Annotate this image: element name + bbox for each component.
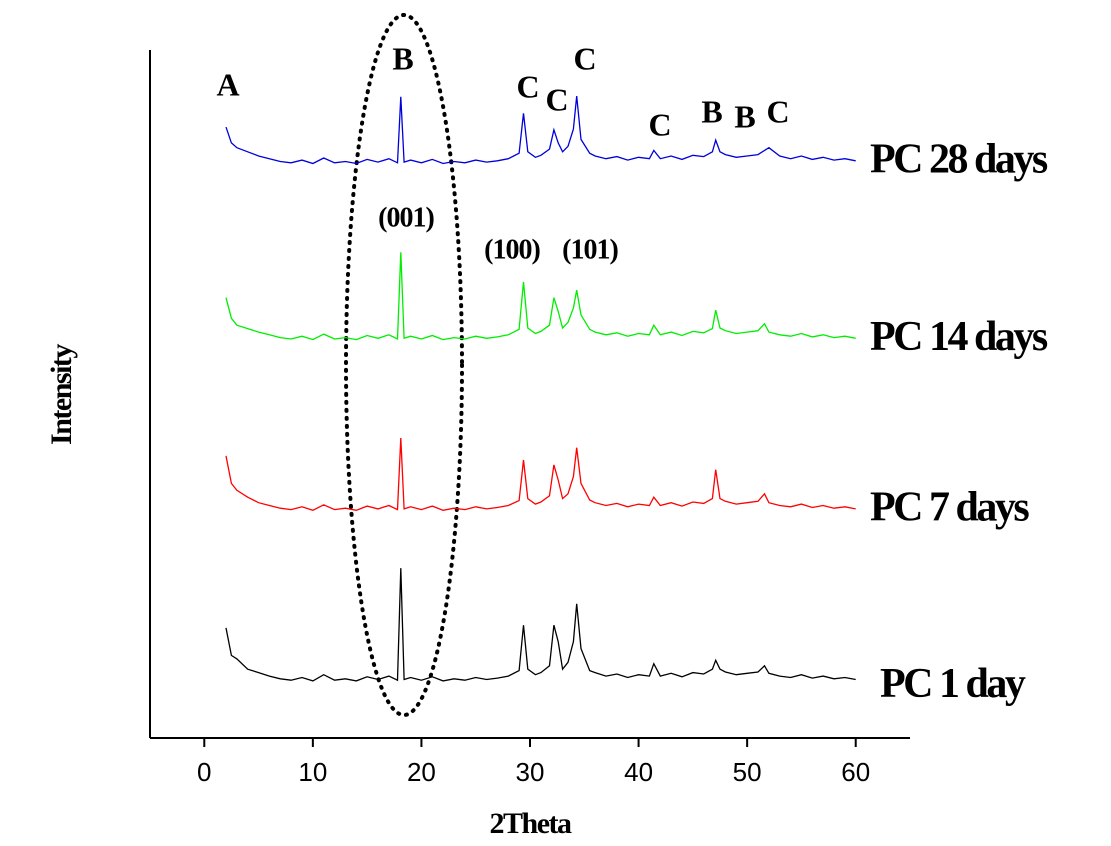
annotation: C: [766, 93, 789, 129]
series-label: PC 28 days: [870, 136, 1048, 182]
x-tick-label: 0: [197, 757, 211, 787]
series-line: [225, 252, 856, 341]
annotation: C: [573, 40, 596, 76]
annotation: B: [701, 93, 722, 129]
annotation: B: [734, 98, 755, 134]
annotation: C: [516, 68, 539, 104]
series-label: PC 7 days: [870, 485, 1029, 531]
series-label: PC 14 days: [870, 314, 1048, 360]
annotation: (100): [484, 234, 540, 265]
series-label: PC 1 day: [880, 661, 1026, 707]
annotation: B: [392, 40, 413, 76]
annotation: A: [216, 66, 239, 102]
x-tick-label: 30: [516, 757, 545, 787]
x-tick-label: 40: [624, 757, 653, 787]
x-axis-title: 2Theta: [490, 807, 573, 840]
annotation: C: [648, 106, 671, 142]
annotation: C: [545, 81, 568, 117]
annotation: (001): [378, 202, 434, 233]
x-tick-label: 20: [407, 757, 436, 787]
x-tick-label: 10: [298, 757, 327, 787]
series-line: [225, 96, 856, 165]
x-tick-label: 50: [733, 757, 762, 787]
series-line: [225, 568, 856, 682]
y-axis-title: Intensity: [45, 344, 78, 445]
annotation: (101): [562, 234, 618, 265]
series-line: [225, 437, 856, 512]
x-tick-label: 60: [841, 757, 870, 787]
highlight-ellipse: [344, 13, 464, 717]
